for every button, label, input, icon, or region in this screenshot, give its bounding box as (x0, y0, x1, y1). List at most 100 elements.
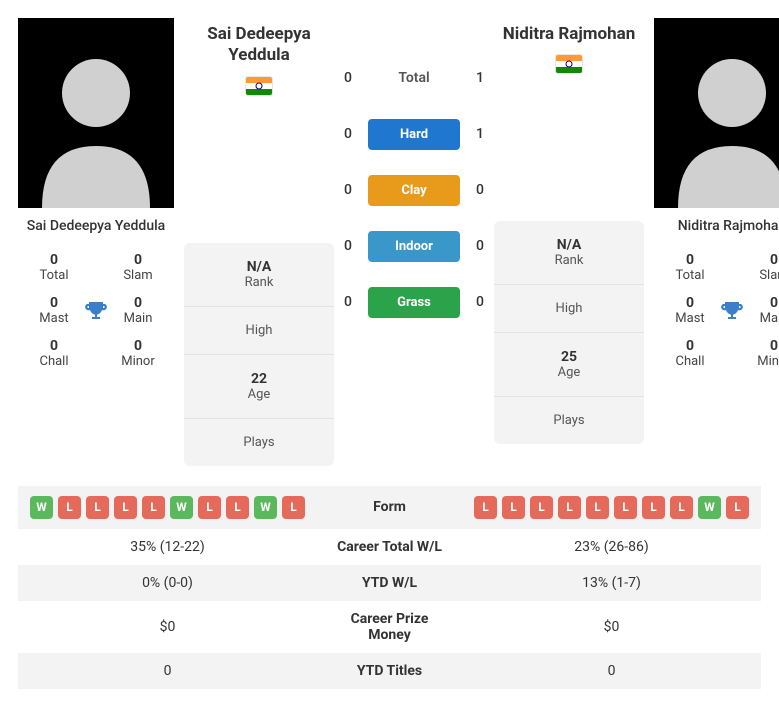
player1-age: 22Age (184, 355, 334, 419)
stat-label: YTD W/L (317, 565, 462, 601)
india-flag-icon (556, 55, 582, 73)
h2h-value-right: 0 (464, 294, 484, 310)
player2-info-card: N/ARank High 25Age Plays (494, 221, 644, 444)
player1-main-titles: 0Main (108, 295, 168, 326)
form-badge-loss[interactable]: L (586, 496, 609, 519)
stat-row: $0Career Prize Money$0 (18, 601, 761, 653)
h2h-indoor-row: 0Indoor0 (344, 228, 484, 264)
stat-label: YTD Titles (317, 653, 462, 689)
form-badge-loss[interactable]: L (226, 496, 249, 519)
player1-name-under-photo: Sai Dedeepya Yeddula (18, 208, 174, 252)
india-flag-icon (246, 77, 272, 95)
form-row: WLLLLWLLWL Form LLLLLLLLWL (18, 486, 761, 529)
comparison-table: WLLLLWLLWL Form LLLLLLLLWL 35% (12-22)Ca… (18, 486, 761, 689)
surface-pill-indoor[interactable]: Indoor (368, 231, 460, 262)
h2h-total-left: 0 (344, 70, 364, 86)
player1-slam-titles: 0Slam (108, 252, 168, 283)
player2-slam-titles: 0Slam (744, 252, 779, 283)
form-badge-loss[interactable]: L (474, 496, 497, 519)
player-silhouette-icon (18, 18, 174, 208)
surface-pill-grass[interactable]: Grass (368, 287, 460, 318)
player2-main-titles: 0Main (744, 295, 779, 326)
player1-photo (18, 18, 174, 208)
form-badge-loss[interactable]: L (282, 496, 305, 519)
player2-name[interactable]: Niditra Rajmohan (494, 24, 644, 45)
form-badge-loss[interactable]: L (114, 496, 137, 519)
player1-form-badges: WLLLLWLLWL (30, 496, 305, 519)
player1-total-titles: 0Total (24, 252, 84, 283)
form-badge-loss[interactable]: L (58, 496, 81, 519)
form-badge-loss[interactable]: L (642, 496, 665, 519)
h2h-total-label: Total (364, 70, 464, 86)
stat-right-value: 13% (1-7) (462, 565, 761, 601)
h2h-value-left: 0 (344, 294, 364, 310)
h2h-column: 0Total10Hard10Clay00Indoor00Grass0 (344, 18, 484, 466)
player2-card: Niditra Rajmohan 0Total 0Slam 0Mast 0Mai… (654, 18, 779, 466)
surface-pill-clay[interactable]: Clay (368, 175, 460, 206)
player2-form-badges: LLLLLLLLWL (474, 496, 749, 519)
player1-rank: N/ARank (184, 243, 334, 307)
stat-row: 35% (12-22)Career Total W/L23% (26-86) (18, 529, 761, 565)
form-badge-win[interactable]: W (698, 496, 721, 519)
player2-plays: Plays (494, 397, 644, 444)
form-badge-loss[interactable]: L (530, 496, 553, 519)
form-badge-win[interactable]: W (254, 496, 277, 519)
player2-rank: N/ARank (494, 221, 644, 285)
form-badge-loss[interactable]: L (670, 496, 693, 519)
h2h-clay-row: 0Clay0 (344, 172, 484, 208)
h2h-hard-row: 0Hard1 (344, 116, 484, 152)
h2h-grass-row: 0Grass0 (344, 284, 484, 320)
h2h-value-left: 0 (344, 182, 364, 198)
player1-titles-grid: 0Total 0Slam 0Mast 0Main 0Chall 0Minor (18, 252, 174, 381)
trophy-icon (720, 299, 744, 323)
player2-minor-titles: 0Minor (744, 338, 779, 369)
h2h-value-left: 0 (344, 238, 364, 254)
player2-titles-grid: 0Total 0Slam 0Mast 0Main 0Chall 0Minor (654, 252, 779, 381)
stat-row: 0YTD Titles0 (18, 653, 761, 689)
surface-pill-hard[interactable]: Hard (368, 119, 460, 150)
form-badge-loss[interactable]: L (502, 496, 525, 519)
player1-name[interactable]: Sai Dedeepya Yeddula (184, 24, 334, 67)
player2-mast-titles: 0Mast (660, 295, 720, 326)
player2-age: 25Age (494, 333, 644, 397)
player-silhouette-icon (654, 18, 779, 208)
player1-plays: Plays (184, 419, 334, 466)
stat-row: 0% (0-0)YTD W/L13% (1-7) (18, 565, 761, 601)
stat-label: Career Total W/L (317, 529, 462, 565)
player2-header: Niditra Rajmohan (494, 18, 644, 73)
h2h-value-right: 0 (464, 182, 484, 198)
stat-right-value: 0 (462, 653, 761, 689)
h2h-value-right: 1 (464, 126, 484, 142)
stat-label: Career Prize Money (317, 601, 462, 653)
stat-right-value: $0 (462, 601, 761, 653)
h2h-total-right: 1 (464, 70, 484, 86)
player2-high: High (494, 285, 644, 333)
trophy-icon (84, 299, 108, 323)
player1-chall-titles: 0Chall (24, 338, 84, 369)
player1-info-card: N/ARank High 22Age Plays (184, 243, 334, 466)
player1-mast-titles: 0Mast (24, 295, 84, 326)
form-label: Form (317, 486, 462, 529)
player2-chall-titles: 0Chall (660, 338, 720, 369)
h2h-value-left: 0 (344, 126, 364, 142)
stat-right-value: 23% (26-86) (462, 529, 761, 565)
stat-left-value: $0 (18, 601, 317, 653)
h2h-value-right: 0 (464, 238, 484, 254)
form-badge-loss[interactable]: L (142, 496, 165, 519)
stat-left-value: 35% (12-22) (18, 529, 317, 565)
form-badge-loss[interactable]: L (726, 496, 749, 519)
player1-minor-titles: 0Minor (108, 338, 168, 369)
h2h-total-row: 0Total1 (344, 60, 484, 96)
form-badge-win[interactable]: W (30, 496, 53, 519)
player2-name-under-photo: Niditra Rajmohan (654, 208, 779, 252)
stat-left-value: 0 (18, 653, 317, 689)
player2-photo (654, 18, 779, 208)
form-badge-loss[interactable]: L (86, 496, 109, 519)
player1-header: Sai Dedeepya Yeddula (184, 18, 334, 95)
player1-card: Sai Dedeepya Yeddula 0Total 0Slam 0Mast … (18, 18, 174, 466)
player1-high: High (184, 307, 334, 355)
form-badge-loss[interactable]: L (614, 496, 637, 519)
form-badge-win[interactable]: W (170, 496, 193, 519)
form-badge-loss[interactable]: L (198, 496, 221, 519)
form-badge-loss[interactable]: L (558, 496, 581, 519)
